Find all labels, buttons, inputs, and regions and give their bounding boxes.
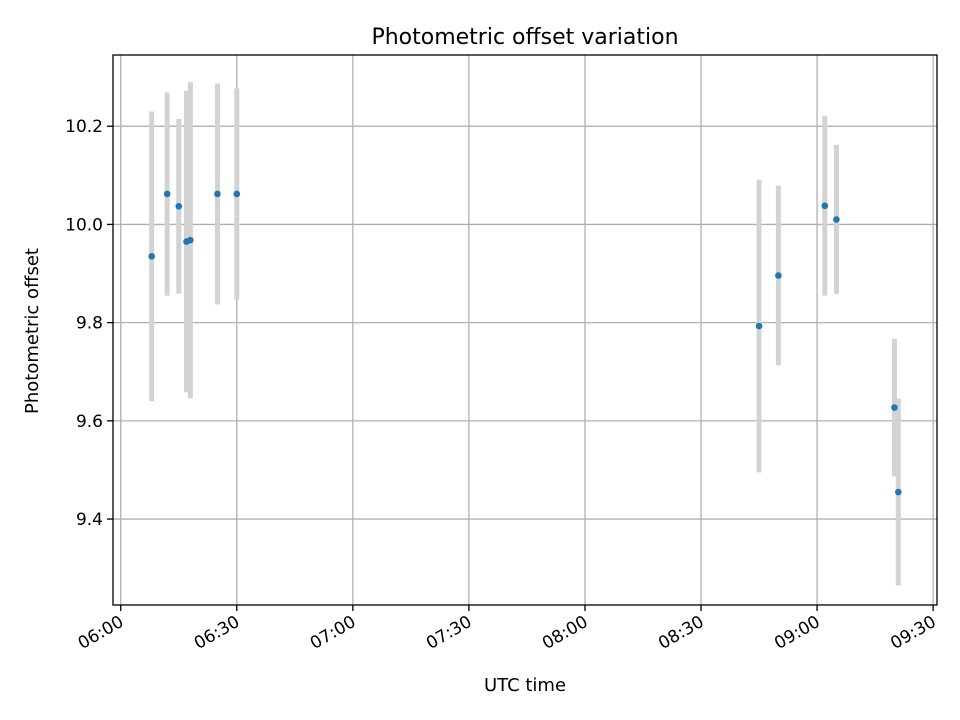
data-point [821, 202, 829, 210]
x-axis-label: UTC time [484, 675, 566, 696]
data-point [833, 216, 840, 223]
data-point [214, 190, 221, 198]
y-tick-label: 10.0 [65, 215, 103, 235]
data-point [163, 190, 171, 198]
data-point [775, 272, 782, 279]
data-points [148, 190, 902, 496]
data-point [187, 236, 194, 244]
data-point [895, 488, 902, 496]
chart-title: Photometric offset variation [371, 25, 678, 50]
data-point [891, 404, 898, 411]
data-point [175, 202, 183, 210]
data-point [233, 190, 241, 198]
data-point [148, 253, 155, 260]
y-tick-label: 9.8 [76, 314, 103, 334]
data-point [755, 322, 763, 330]
y-tick-label: 9.6 [76, 412, 103, 432]
y-tick-label: 10.2 [65, 117, 103, 137]
y-tick-label: 9.4 [76, 510, 103, 530]
plot-frame [112, 54, 938, 606]
y-axis-label: Photometric offset [22, 248, 43, 414]
grid [113, 55, 937, 605]
